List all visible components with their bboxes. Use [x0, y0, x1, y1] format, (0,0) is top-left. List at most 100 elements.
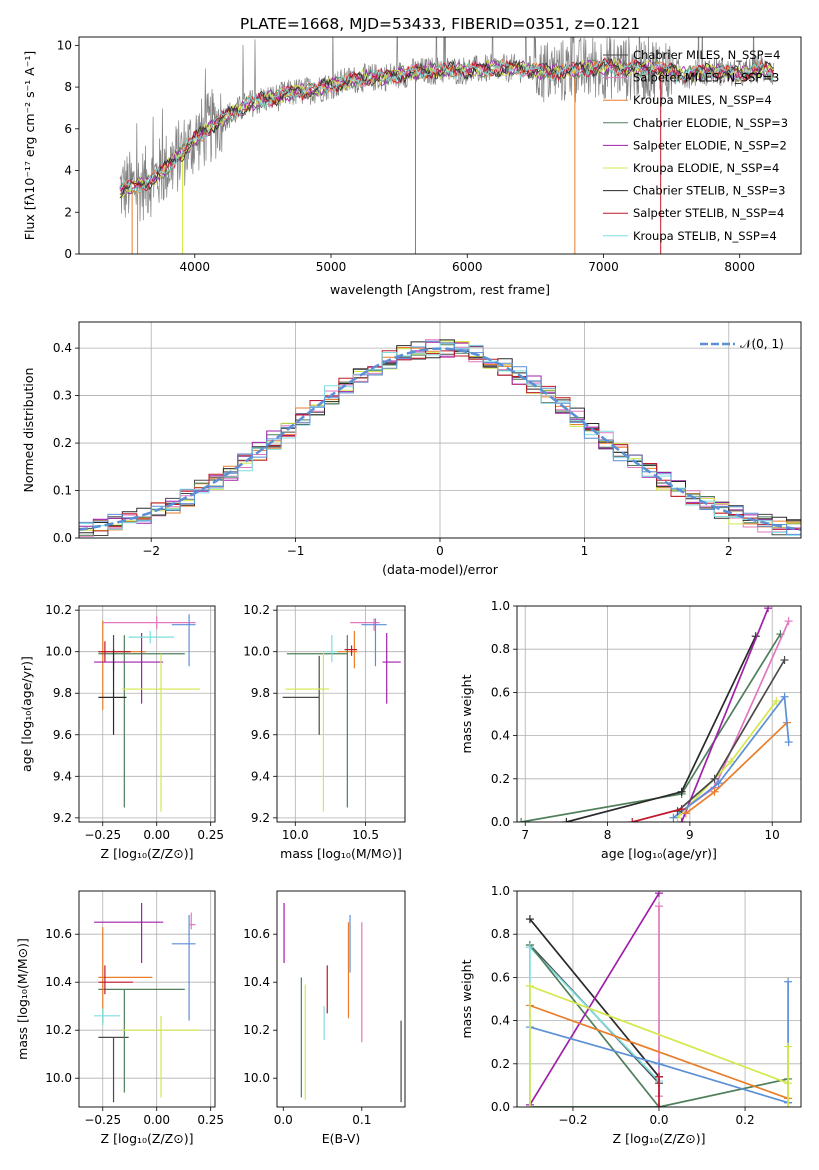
plot-area — [277, 606, 405, 822]
axes-frame — [78, 36, 802, 255]
y-tick-label: 10.0 — [45, 1071, 72, 1085]
axes-frame — [276, 605, 406, 823]
y-tick-label: 10.2 — [45, 603, 72, 617]
legend-label: Salpeter MILES, N_SSP=3 — [633, 71, 779, 85]
plot-area — [119, 37, 775, 254]
residuals-panel: −2 −1 0 1 2 0.0 0.1 0.2 0.3 0.4 (data-model)/error… — [21, 321, 802, 577]
x-tick-label: −0.25 — [84, 828, 121, 842]
x-axis-label: age [log₁₀(age/yr)] — [601, 846, 717, 861]
x-tick-label: 10.0 — [282, 828, 309, 842]
y-tick-label: 6 — [64, 122, 72, 136]
y-tick-label: 0.6 — [491, 970, 510, 984]
x-tick-label: 6000 — [452, 260, 483, 274]
x-tick-label: −0.2 — [558, 1113, 587, 1127]
y-tick-label: 9.8 — [53, 686, 72, 700]
y-tick-label: 10.2 — [243, 603, 270, 617]
y-axis-label: mass weight — [459, 959, 474, 1038]
y-tick-label: 2 — [64, 205, 72, 219]
x-axis-label: mass [log₁₀(M/M⊙)] — [280, 846, 402, 861]
weight-line — [680, 607, 769, 822]
y-tick-label: 9.8 — [251, 686, 270, 700]
y-axis-label: age [log₁₀(age/yr)] — [19, 656, 34, 772]
axes-frame — [516, 605, 802, 823]
y-tick-label: 10.0 — [243, 1071, 270, 1085]
y-tick-label: 0.1 — [53, 484, 72, 498]
figure-title: PLATE=1668, MJD=53433, FIBERID=0351, z=0… — [240, 15, 640, 33]
weight-line — [529, 892, 660, 1106]
x-tick-label: 0.25 — [197, 1113, 224, 1127]
y-tick-label: 0.6 — [491, 685, 510, 699]
x-tick-label: 0.00 — [143, 1113, 170, 1127]
x-tick-label: 8 — [604, 828, 612, 842]
legend-label: Chabrier ELODIE, N_SSP=3 — [633, 116, 788, 130]
x-tick-label: 10 — [765, 828, 780, 842]
y-tick-label: 0.4 — [491, 1014, 510, 1028]
axes-frame — [78, 890, 216, 1108]
x-axis-label: Z [log₁₀(Z/Z⊙)] — [101, 1131, 194, 1146]
axes-frame — [276, 890, 406, 1108]
y-axis-label: mass weight — [459, 674, 474, 753]
y-tick-label: 0.0 — [491, 815, 510, 829]
weight-line — [631, 808, 682, 822]
axes-frame — [78, 605, 216, 823]
plot-area — [79, 322, 801, 538]
mass-vs-metallicity-panel: −0.25 0.00 0.25 10.0 10.2 10.4 10.6 Z [log₁₀(Z/… — [15, 890, 224, 1146]
x-tick-label: 0 — [436, 544, 444, 558]
x-tick-label: 5000 — [316, 260, 347, 274]
y-tick-label: 9.6 — [251, 728, 270, 742]
y-tick-label: 9.4 — [251, 769, 270, 783]
gaussian-curve — [79, 347, 801, 531]
legend-label: Kroupa MILES, N_SSP=4 — [633, 93, 772, 107]
weight-line — [529, 946, 660, 1082]
x-axis-label: (data-model)/error — [382, 562, 499, 577]
y-axis-label: Normed distribution — [21, 368, 36, 493]
y-tick-label: 9.6 — [53, 728, 72, 742]
y-tick-label: 1.0 — [491, 884, 510, 898]
y-tick-label: 10.6 — [243, 927, 270, 941]
age-vs-metallicity-panel: −0.25 0.00 0.25 9.2 9.4 9.6 9.8 10.0 10.2 Z [log₁… — [19, 603, 224, 861]
legend-label: Salpeter STELIB, N_SSP=4 — [633, 206, 784, 220]
x-axis-label: Z [log₁₀(Z/Z⊙)] — [613, 1131, 706, 1146]
x-tick-label: 7000 — [588, 260, 619, 274]
y-tick-label: 10.2 — [45, 1023, 72, 1037]
y-tick-label: 1.0 — [491, 599, 510, 613]
x-axis-label: E(B-V) — [322, 1131, 361, 1146]
x-tick-label: 1 — [581, 544, 589, 558]
legend-label: Salpeter ELODIE, N_SSP=2 — [633, 138, 787, 152]
plot-area — [283, 903, 402, 1103]
y-tick-label: 10.6 — [45, 927, 72, 941]
x-tick-label: 4000 — [180, 260, 211, 274]
weight-vs-age-panel: 7 8 9 10 0.0 0.2 0.4 0.6 0.8 1.0 age [log₁₀(age/yr… — [459, 599, 802, 861]
spectrum-panel: 4000 5000 6000 7000 8000 0 2 4 6 8 10 wavelength [A… — [22, 36, 802, 297]
spectrum-model-line — [119, 59, 775, 195]
y-tick-label: 10.4 — [45, 975, 72, 989]
axes-frame — [516, 890, 802, 1108]
x-tick-label: 8000 — [724, 260, 755, 274]
mass-vs-extinction-panel: 0.0 0.1 10.0 10.2 10.4 10.6 E(B-V) — [243, 890, 406, 1146]
y-tick-label: 10.0 — [45, 645, 72, 659]
y-axis-label: mass [log₁₀(M/M⊙)] — [15, 938, 30, 1060]
y-tick-label: 0.2 — [53, 436, 72, 450]
x-tick-label: 9 — [686, 828, 694, 842]
weight-line — [529, 944, 660, 1107]
legend-label: Kroupa ELODIE, N_SSP=4 — [633, 161, 779, 175]
spectrum-legend: Chabrier MILES, N_SSP=4 Salpeter MILES, N… — [603, 48, 788, 243]
x-tick-label: 0.0 — [649, 1113, 668, 1127]
y-tick-label: 0.2 — [491, 1057, 510, 1071]
weight-vs-metallicity-panel: −0.2 0.0 0.2 0.0 0.2 0.4 0.6 0.8 1.0 Z [log₁₀(Z/Z… — [459, 884, 802, 1146]
x-tick-label: 10.5 — [352, 828, 379, 842]
legend-label: Chabrier MILES, N_SSP=4 — [633, 48, 780, 62]
age-vs-mass-panel: 10.0 10.5 9.2 9.4 9.6 9.8 10.0 10.2 mass [log₁₀(… — [243, 603, 406, 861]
y-tick-label: 9.2 — [251, 811, 270, 825]
x-tick-label: 0.1 — [352, 1113, 371, 1127]
weight-line — [566, 635, 757, 822]
x-tick-label: 0.25 — [197, 828, 224, 842]
spectrum-model-line — [119, 56, 775, 192]
y-tick-label: 0.8 — [491, 927, 510, 941]
y-tick-label: 8 — [64, 80, 72, 94]
y-tick-label: 0.3 — [53, 389, 72, 403]
x-tick-label: 0.00 — [143, 828, 170, 842]
y-tick-label: 9.2 — [53, 811, 72, 825]
y-tick-label: 10.0 — [243, 645, 270, 659]
